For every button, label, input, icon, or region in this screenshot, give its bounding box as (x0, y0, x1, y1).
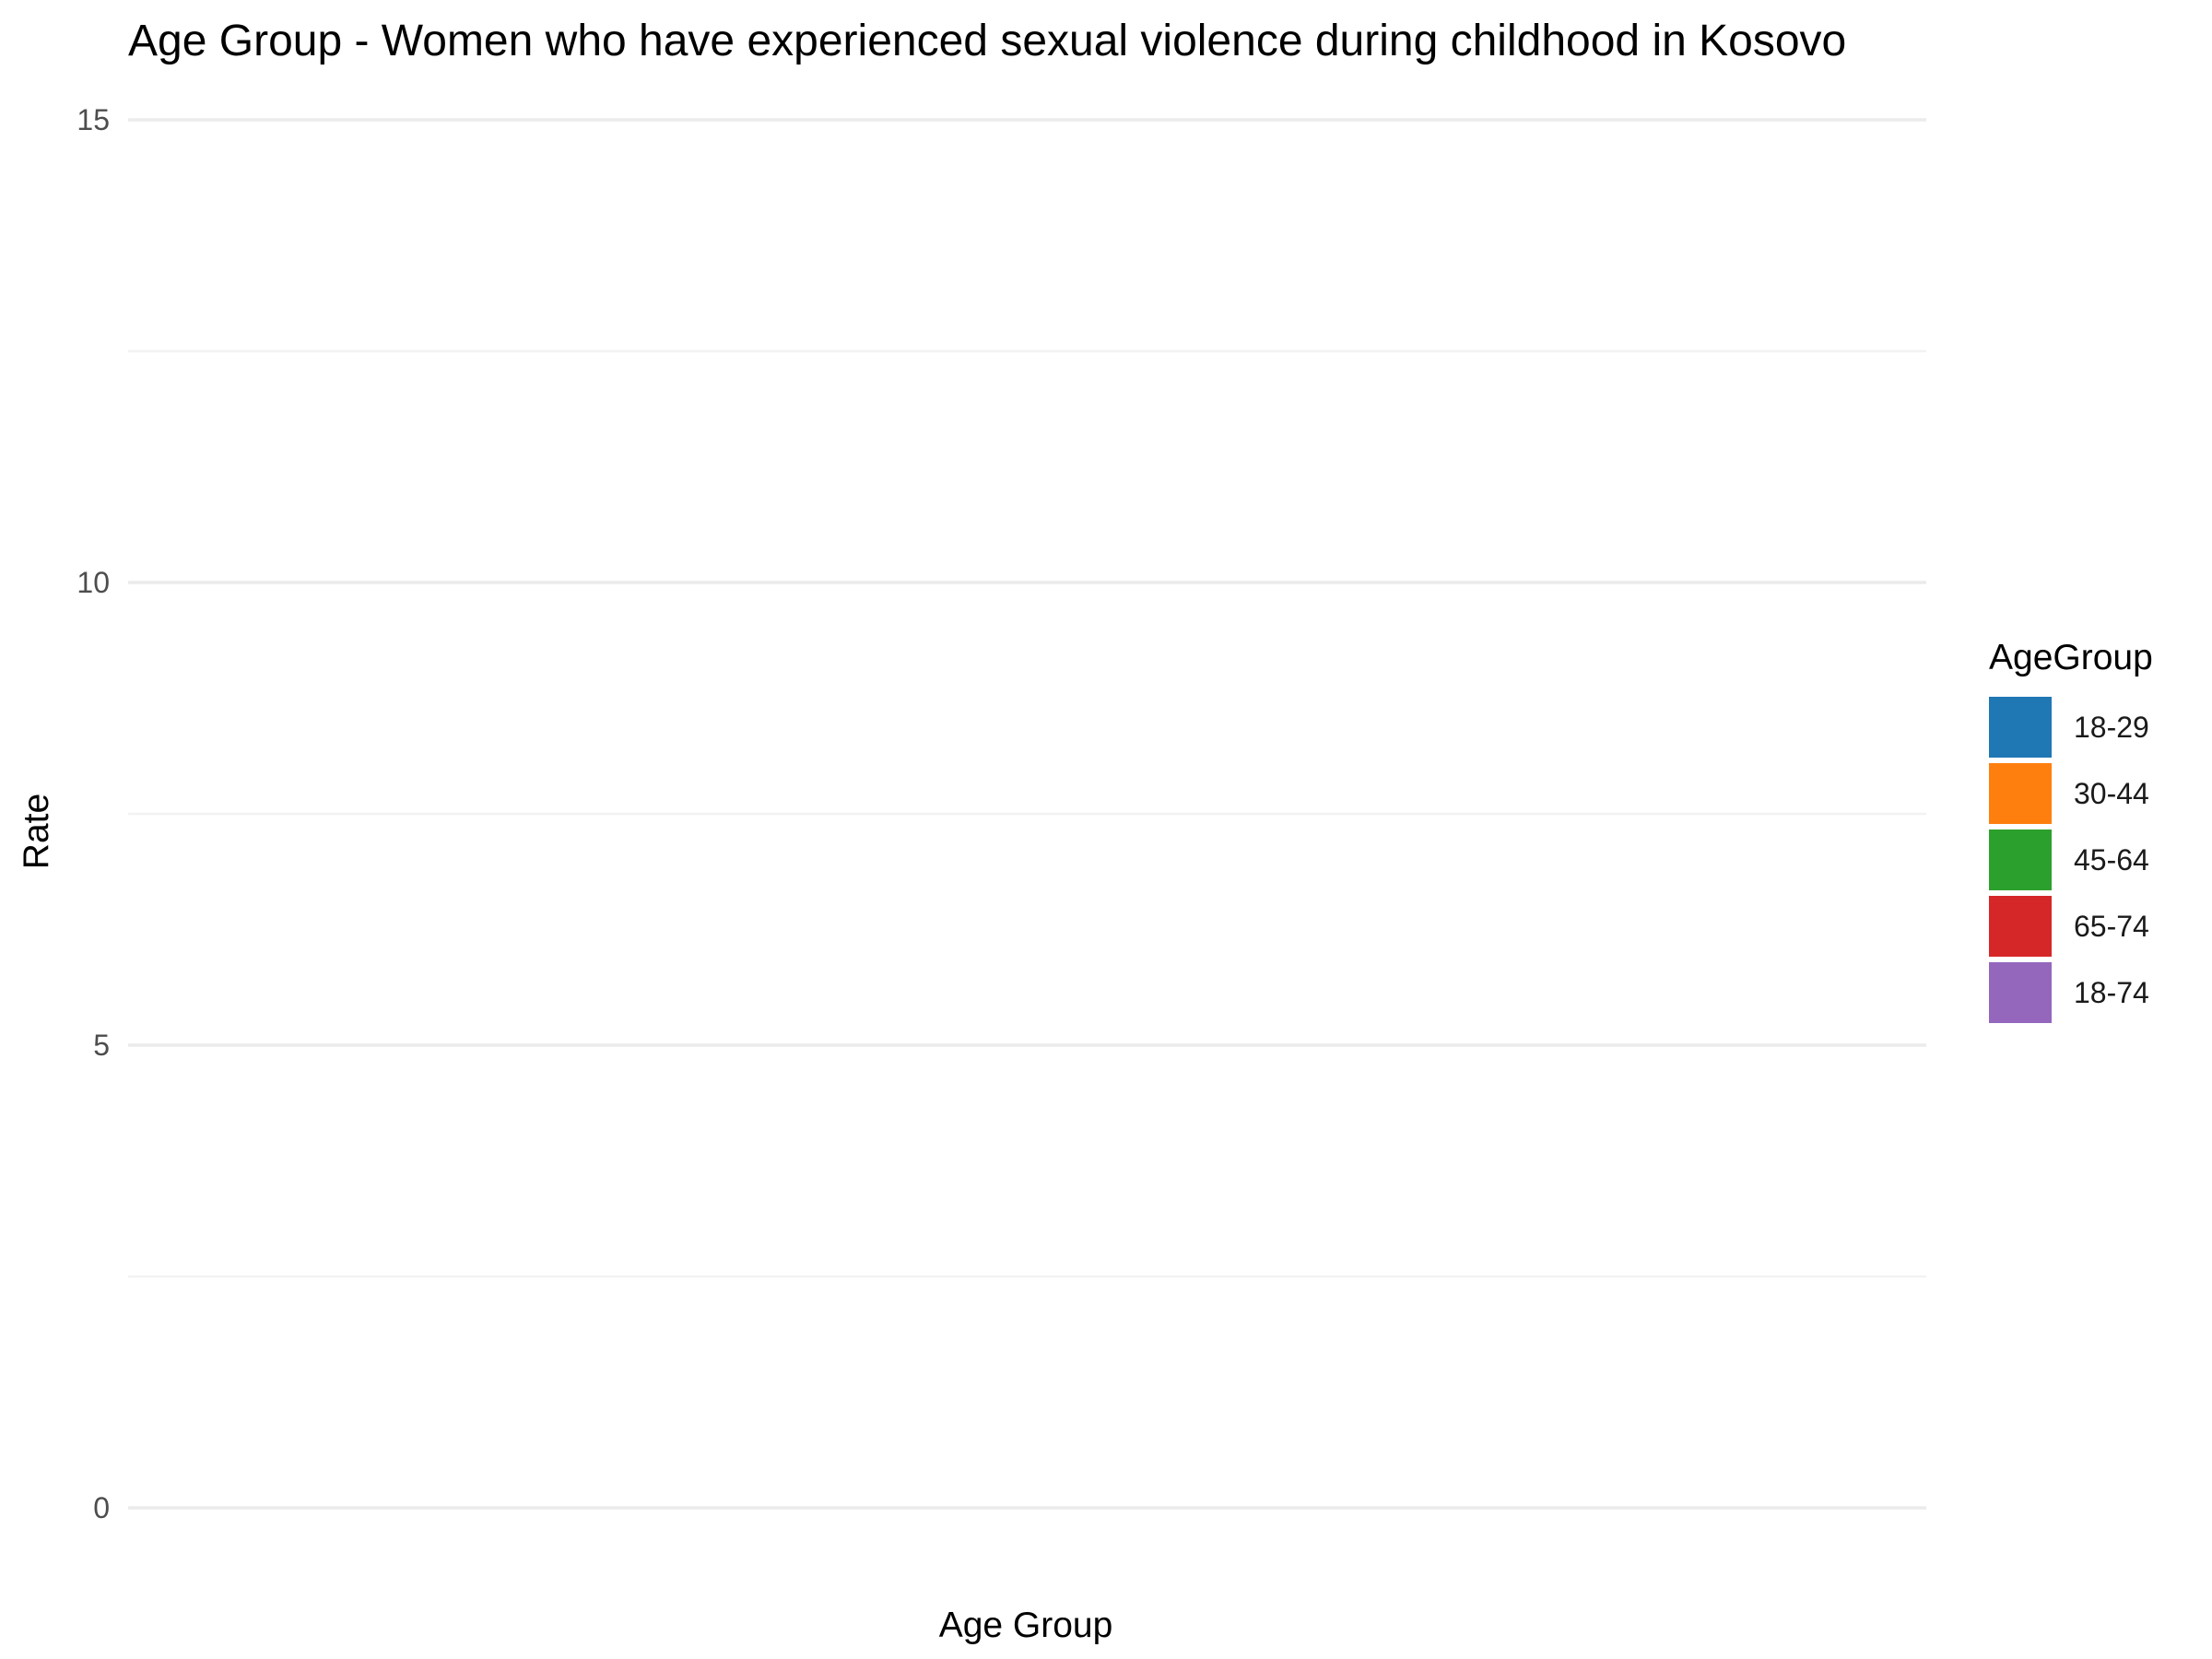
y-tick-label: 15 (76, 103, 110, 136)
chart-title: Age Group - Women who have experienced s… (128, 17, 1846, 65)
legend: AgeGroup 18-29 30-44 45-64 65-74 18-74 (1989, 638, 2153, 1023)
y-axis-ticks: 0 5 10 15 (76, 103, 110, 1524)
legend-item: 65-74 (1989, 896, 2149, 957)
y-axis-title: Rate (17, 794, 56, 869)
legend-label: 65-74 (2074, 910, 2149, 943)
grid (128, 118, 1926, 1510)
legend-swatch (1989, 697, 2052, 758)
legend-label: 18-29 (2074, 711, 2149, 744)
legend-item: 18-29 (1989, 697, 2149, 758)
legend-item: 45-64 (1989, 830, 2149, 890)
x-axis-title: Age Group (939, 1606, 1113, 1645)
legend-label: 45-64 (2074, 843, 2149, 877)
y-tick-label: 10 (76, 566, 110, 599)
legend-swatch (1989, 896, 2052, 957)
legend-title: AgeGroup (1989, 638, 2153, 677)
legend-swatch (1989, 763, 2052, 824)
legend-label: 30-44 (2074, 777, 2149, 810)
legend-label: 18-74 (2074, 976, 2149, 1009)
y-tick-label: 0 (93, 1491, 110, 1524)
legend-item: 18-74 (1989, 962, 2149, 1023)
legend-swatch (1989, 962, 2052, 1023)
legend-swatch (1989, 830, 2052, 890)
legend-item: 30-44 (1989, 763, 2149, 824)
y-tick-label: 5 (93, 1029, 110, 1062)
